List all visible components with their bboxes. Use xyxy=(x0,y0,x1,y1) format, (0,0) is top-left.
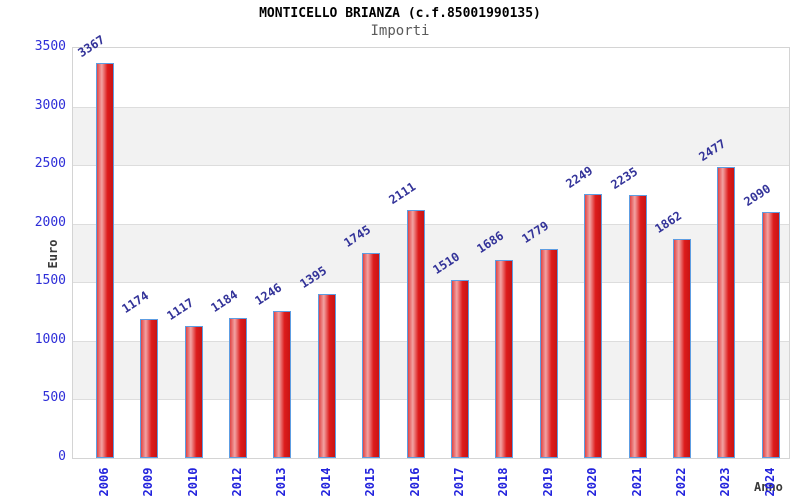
x-tick-label: 2017 xyxy=(452,467,466,497)
bar-2010 xyxy=(184,326,203,458)
y-axis-title: Euro xyxy=(46,239,60,269)
bar-2023 xyxy=(717,166,736,458)
plot-area xyxy=(72,47,790,459)
bar-2006 xyxy=(95,62,114,458)
x-tick-label: 2024 xyxy=(762,467,777,497)
x-tick-label: 2019 xyxy=(540,467,555,497)
x-tick-label: 2014 xyxy=(318,467,333,497)
x-tick-label: 2021 xyxy=(629,467,644,497)
x-tick-label: 2020 xyxy=(585,467,600,497)
chart-title: MONTICELLO BRIANZA (c.f.85001990135) xyxy=(259,6,541,21)
y-tick-label: 500 xyxy=(42,390,66,406)
x-tick-label: 2015 xyxy=(363,467,378,497)
y-tick-label: 1500 xyxy=(34,273,66,289)
bar-2014 xyxy=(317,293,336,458)
x-tick-label: 2013 xyxy=(274,467,289,497)
bar-2016 xyxy=(406,209,425,458)
bar-2022 xyxy=(673,238,691,458)
gridline xyxy=(73,106,789,108)
y-tick-label: 2500 xyxy=(34,156,66,172)
bar-2017 xyxy=(451,280,469,458)
y-tick-label: 0 xyxy=(58,449,66,464)
gridline xyxy=(73,282,789,284)
bar-2024 xyxy=(761,212,780,458)
x-tick-label: 2023 xyxy=(718,467,733,497)
gridline xyxy=(73,399,789,401)
bar-2012 xyxy=(229,318,247,458)
x-tick-label: 2010 xyxy=(185,467,200,497)
y-tick-label: 3500 xyxy=(34,39,66,54)
chart-subtitle: Importi xyxy=(370,23,430,39)
bar-2009 xyxy=(140,319,159,458)
bar-2013 xyxy=(273,311,292,458)
y-tick-label: 1000 xyxy=(34,331,66,347)
x-tick-label: 2018 xyxy=(496,467,511,497)
y-tick-label: 3000 xyxy=(34,97,66,113)
grid-band xyxy=(73,106,789,166)
gridline xyxy=(73,165,789,167)
grid-band xyxy=(73,223,789,283)
bar-2019 xyxy=(539,248,558,458)
gridline xyxy=(73,340,789,342)
bar-2018 xyxy=(495,259,514,458)
bar-2020 xyxy=(584,193,603,458)
x-tick-label: 2012 xyxy=(230,467,244,497)
x-axis-title: Anno xyxy=(754,480,783,494)
x-tick-label: 2006 xyxy=(96,467,111,497)
x-tick-label: 2022 xyxy=(674,467,688,497)
y-tick-label: 2000 xyxy=(34,214,66,230)
gridline xyxy=(73,223,789,225)
bar-2015 xyxy=(362,252,381,458)
bar-2021 xyxy=(628,195,647,458)
x-tick-label: 2009 xyxy=(141,467,156,497)
x-tick-label: 2016 xyxy=(407,467,422,497)
